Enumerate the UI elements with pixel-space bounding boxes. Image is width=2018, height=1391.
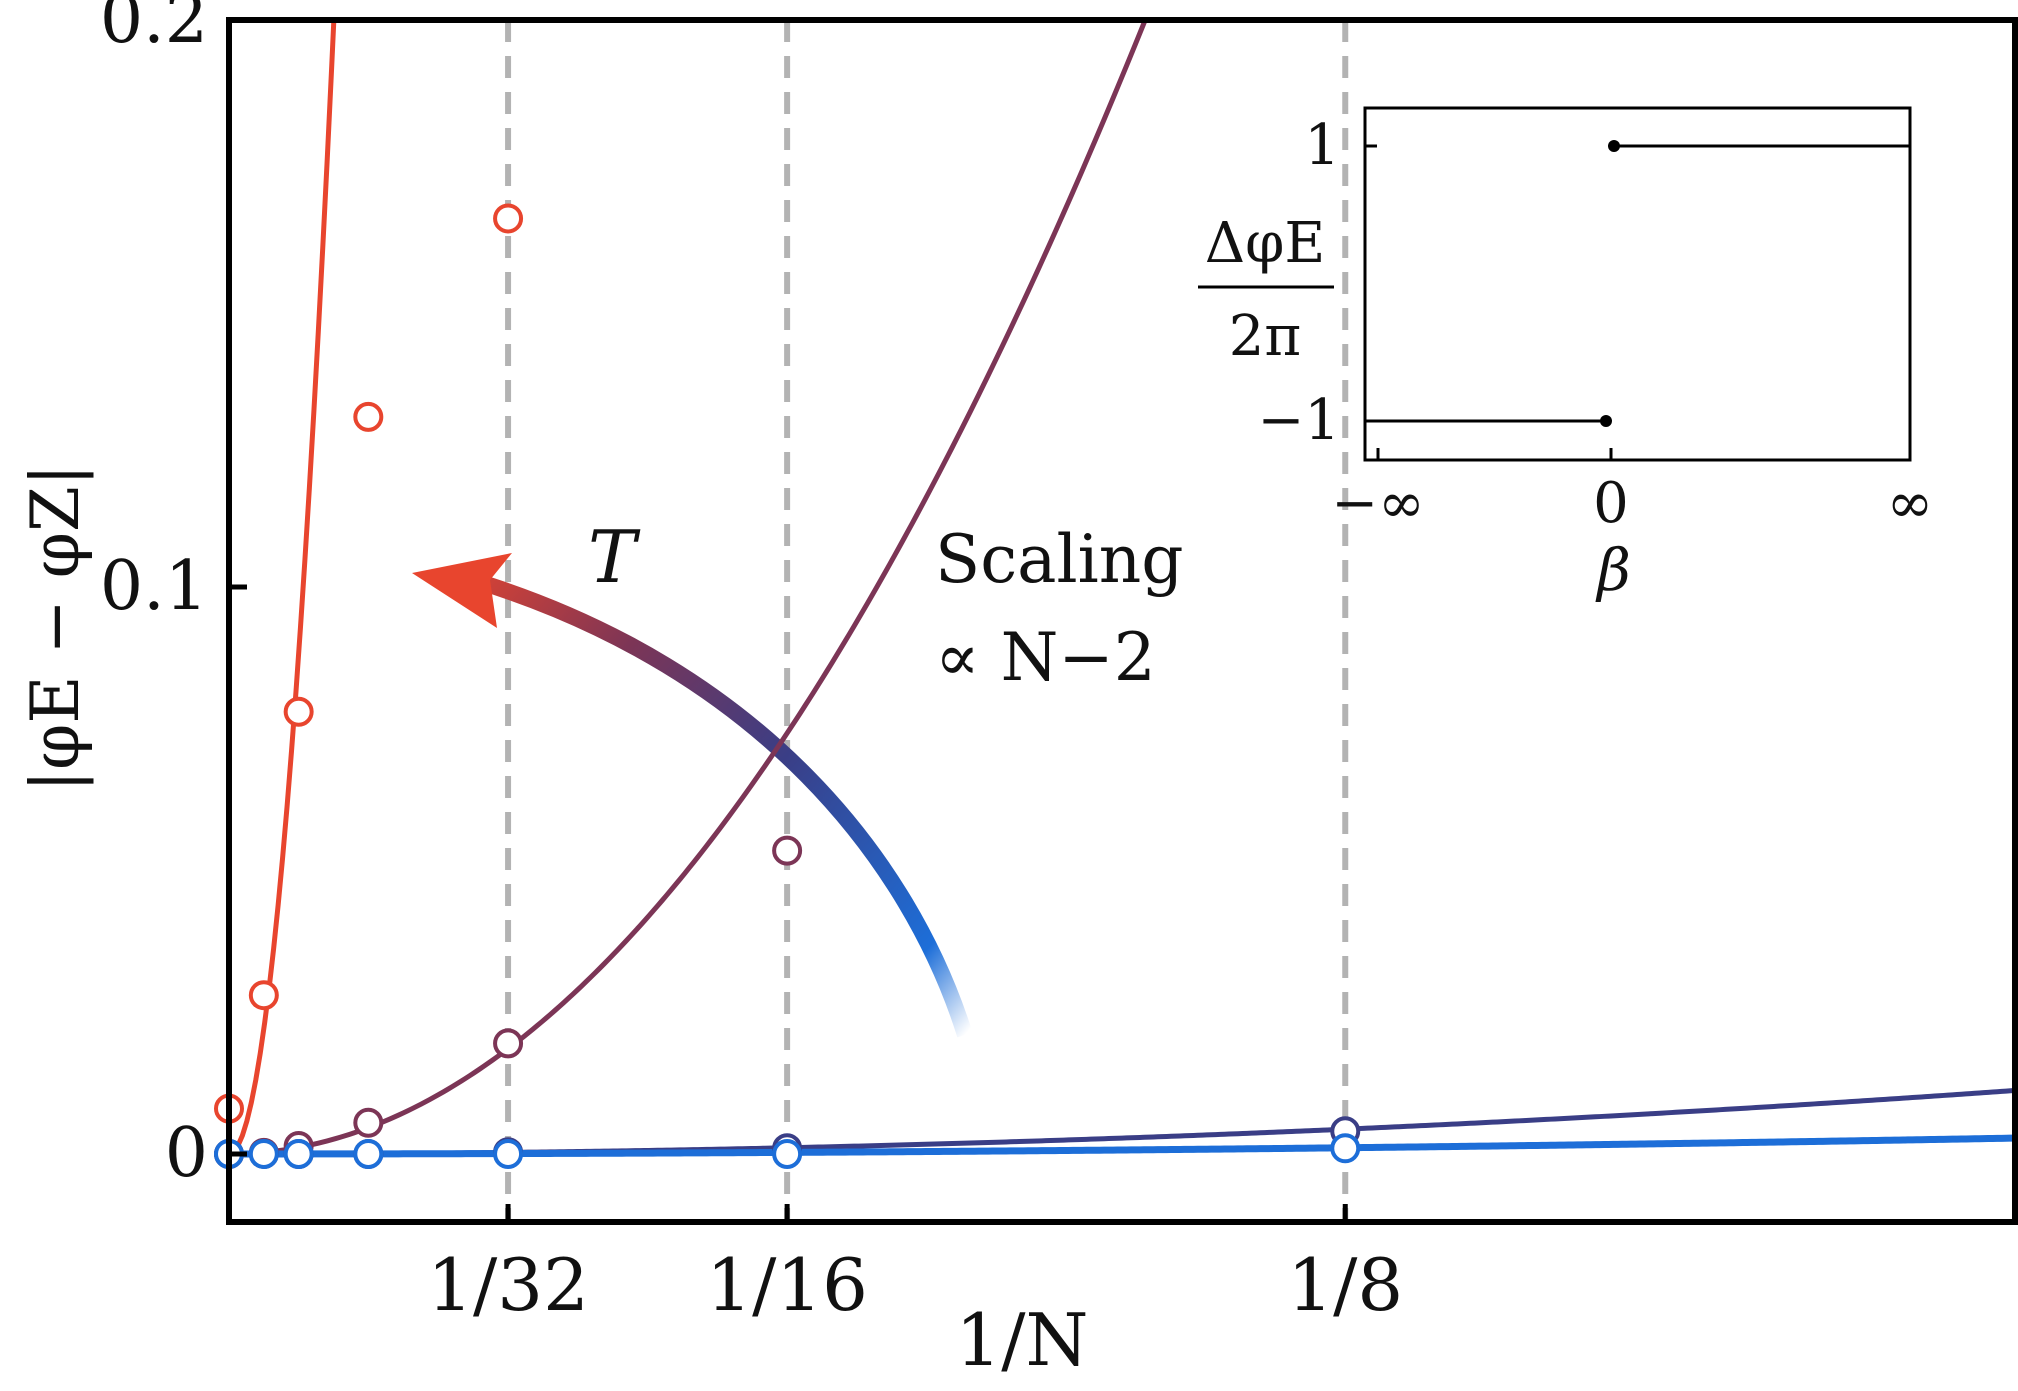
inset-xlabel: β <box>1595 536 1631 604</box>
inset-endpoint-dot <box>1608 140 1620 152</box>
scaling-label-line2: ∝ N−2 <box>935 619 1156 696</box>
inset-ylabel-denominator: 2π <box>1229 304 1301 369</box>
y-tick-label: 0.1 <box>100 547 208 626</box>
temperature-arrow-head <box>412 553 512 628</box>
inset-y-ticks: 1 −1 <box>1257 113 1377 453</box>
fit-curve <box>229 20 1148 1157</box>
temperature-arrow <box>412 553 973 1038</box>
data-point <box>772 1138 803 1169</box>
data-point <box>1330 1133 1361 1164</box>
data-point <box>493 1138 524 1169</box>
inset-step-segments <box>1365 140 1910 427</box>
x-tick-label: 1/16 <box>706 1243 868 1327</box>
fit-curves <box>229 20 2015 1158</box>
main-chart: 0 0.1 0.2 1/32 1/16 1/8 1/N |φE − φZ| T Scal… <box>17 0 2018 1382</box>
data-point <box>493 203 524 234</box>
fit-curve <box>229 20 337 1157</box>
data-point <box>353 1107 384 1138</box>
inset-x-ticks: −∞ 0 ∞ <box>1331 448 1933 536</box>
scaling-label-line1: Scaling <box>935 521 1184 598</box>
data-points <box>214 203 1361 1169</box>
x-axis-ticks: 1/32 1/16 1/8 <box>427 1204 1403 1327</box>
x-tick-label: 1/32 <box>427 1243 589 1327</box>
inset-ylabel-numerator: ΔφE <box>1205 211 1326 276</box>
inset-y-tick-label: 1 <box>1304 113 1340 178</box>
inset-x-tick-label: −∞ <box>1331 471 1425 536</box>
data-point <box>283 1138 314 1169</box>
reference-lines <box>505 20 1349 1222</box>
fit-curve <box>229 1134 2015 1158</box>
plot-frame <box>226 17 2018 1225</box>
data-point <box>353 401 384 432</box>
inset-background <box>1365 108 1910 460</box>
data-point <box>493 1028 524 1059</box>
inset-y-tick-label: −1 <box>1257 388 1340 453</box>
inset-chart: 1 −1 −∞ 0 ∞ ΔφE 2π β <box>1198 106 1933 604</box>
x-tick-label: 1/8 <box>1287 1243 1403 1327</box>
y-axis-ticks: 0 0.1 0.2 <box>100 0 247 1193</box>
x-axis-label: 1/N <box>955 1298 1088 1382</box>
inset-x-tick-label: ∞ <box>1887 471 1934 536</box>
temperature-arrow-shaft <box>477 574 973 1038</box>
inset-frame <box>1363 106 1912 462</box>
data-point <box>248 1138 279 1169</box>
data-point <box>772 835 803 866</box>
y-tick-label: 0.2 <box>100 0 208 59</box>
y-axis-label: |φE − φZ| <box>17 464 94 792</box>
arrow-label: T <box>588 515 641 599</box>
data-point <box>283 696 314 727</box>
inset-x-tick-label: 0 <box>1593 471 1629 536</box>
y-tick-label: 0 <box>165 1114 208 1193</box>
data-point <box>248 980 279 1011</box>
data-point <box>353 1138 384 1169</box>
inset-endpoint-dot <box>1600 415 1612 427</box>
